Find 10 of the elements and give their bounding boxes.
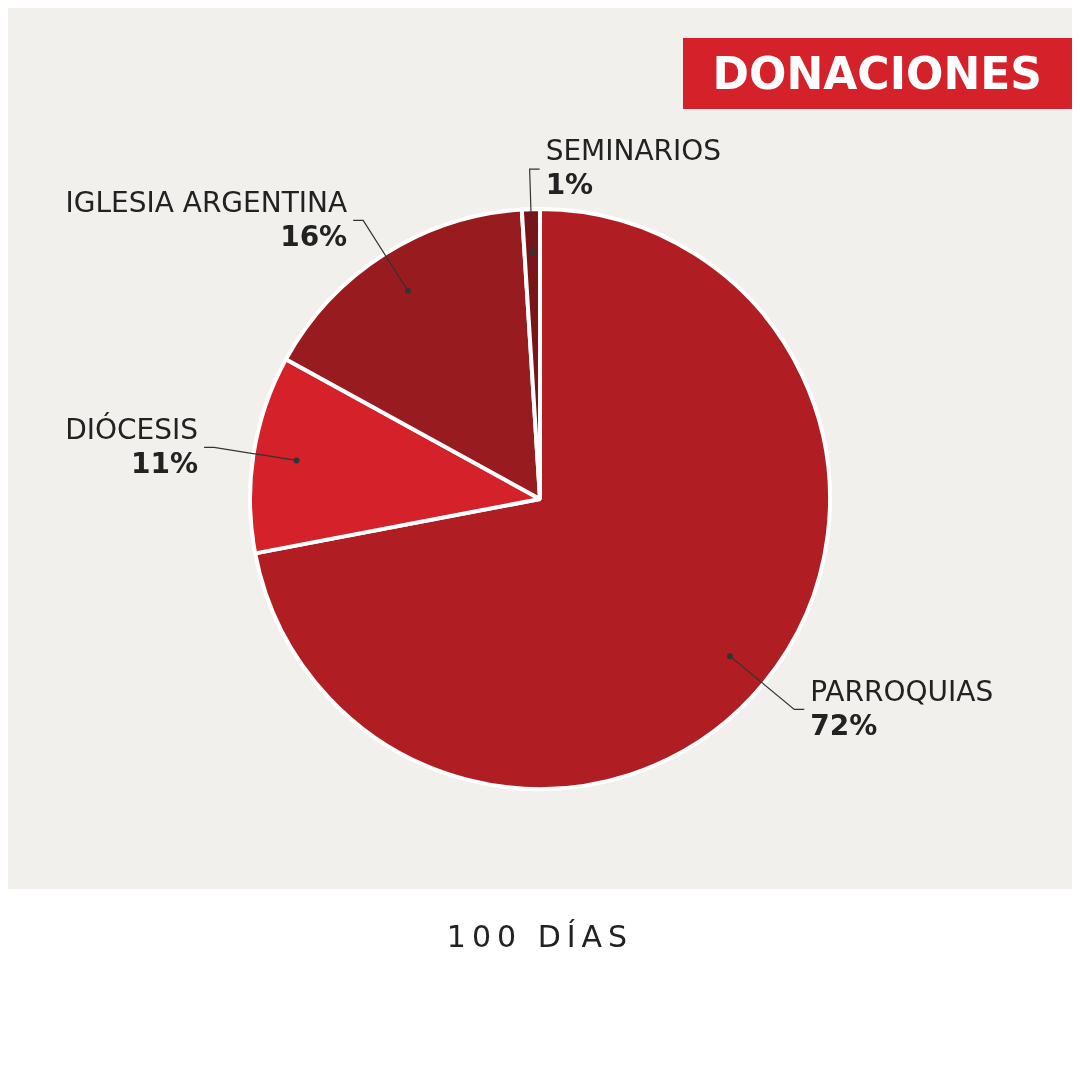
text: 100 DÍAS bbox=[8, 889, 1072, 984]
slice-label: SEMINARIOS bbox=[545, 134, 722, 168]
data-label: 1% bbox=[545, 168, 594, 202]
data-label: 16% bbox=[280, 219, 348, 253]
chart-title: DONACIONES bbox=[682, 38, 1072, 109]
data-label: 72% bbox=[810, 708, 878, 742]
slice-label: DIÓCESIS bbox=[65, 411, 199, 446]
data-label: 11% bbox=[131, 446, 199, 480]
slice-label: PARROQUIAS bbox=[810, 674, 994, 708]
slice-label: IGLESIA ARGENTINA bbox=[65, 185, 348, 219]
